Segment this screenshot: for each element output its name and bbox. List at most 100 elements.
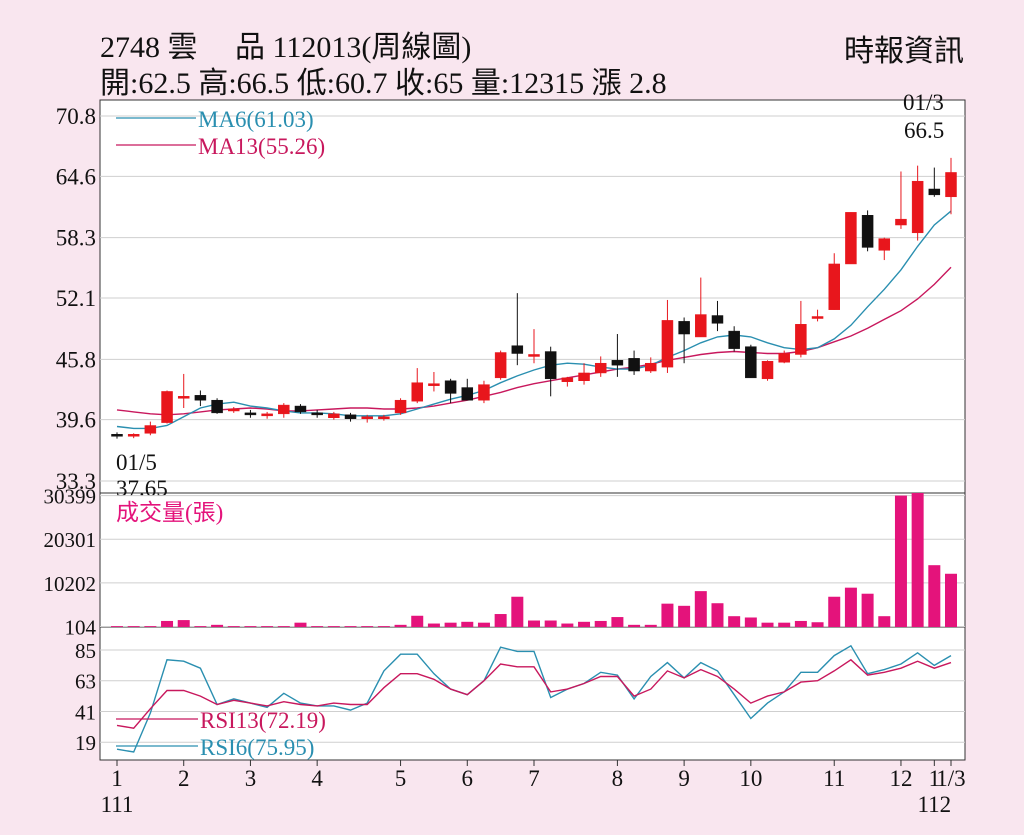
candle-body [194,395,207,401]
volume-bar [127,626,140,627]
rsi-tick-label: 63 [75,670,96,694]
x-tick-label: 1 [929,766,941,791]
volume-bar [928,565,941,627]
volume-bar [144,626,157,627]
candle-body [761,361,774,380]
x-tick-label: 11 [823,766,845,791]
candle-body [361,416,373,420]
candle-body [561,377,574,382]
candle-body [161,391,173,423]
candle-body [594,362,607,374]
candle-body [911,180,924,234]
volume-bar [794,620,807,627]
volume-bar [377,626,390,627]
candle-body [728,330,740,349]
candle-body [428,383,440,386]
candle-body [528,354,540,357]
rsi-tick-label: 19 [75,731,96,755]
candle-body [861,215,874,248]
volume-bar [427,623,440,627]
volume-bar [344,626,357,627]
volume-bar [694,591,707,627]
volume-bar [878,616,891,627]
ma-legend-label: MA6(61.03) [198,107,314,132]
candle-body [444,380,457,394]
volume-bar [111,626,123,627]
volume-bar [361,626,374,627]
volume-bar [594,620,607,627]
candle-body [895,218,907,226]
candle-body [494,352,507,379]
volume-bar [461,621,474,627]
x-tick-label: 6 [462,766,474,791]
candle-body [478,384,490,401]
volume-bar [411,615,424,627]
rsi-tick-label: 41 [75,700,96,724]
candle-body [328,413,340,418]
candle-body [945,172,957,198]
volume-bar [578,621,591,627]
volume-bar [528,620,540,627]
volume-bar [227,626,240,627]
x-tick-label: 3 [245,766,257,791]
volume-bar [844,587,857,627]
candle-body [177,396,190,399]
candle-body [645,362,657,372]
volume-bar [628,624,641,627]
volume-bar [477,622,490,627]
price-tick-label: 39.6 [56,408,96,433]
volume-bar [811,622,824,627]
price-tick-label: 58.3 [56,226,96,251]
volume-bar [444,622,457,627]
volume-title: 成交量(張) [116,500,223,525]
volume-bar [511,596,524,627]
candle-body [661,320,674,368]
x-tick-label: 2 [178,766,190,791]
rsi-legend-label: RSI13(72.19) [200,708,326,733]
high-annotation-value: 66.5 [904,118,944,143]
volume-bar [544,620,557,627]
volume-bar [277,626,290,627]
candle-body [628,358,640,372]
volume-bar [911,493,924,627]
candle-body [745,346,757,379]
volume-bar [894,495,907,627]
rsi-legend-label: RSI6(75.95) [200,735,314,760]
volume-bar [194,626,207,627]
rsi-tick-label: 85 [75,639,96,663]
high-annotation-date: 01/3 [903,90,944,115]
year-label: 111 [101,792,134,817]
volume-bar [661,603,674,627]
page-title: 2748 雲 品 112013(周線圖) [100,31,472,64]
candle-body [928,188,941,196]
candle-body [811,316,824,319]
volume-bar [945,573,957,627]
volume-bar [744,617,757,627]
volume-bar [494,614,507,627]
candle-body [544,351,557,380]
candle-body [461,387,474,401]
candle-body [111,434,123,437]
price-tick-label: 64.6 [56,164,96,189]
candle-body [261,413,273,417]
x-tick-label: 8 [612,766,624,791]
volume-bar [261,626,274,627]
candle-body [878,238,891,251]
year-label: 112 [917,792,951,817]
candle-body [228,408,240,412]
volume-bar [311,626,324,627]
volume-tick-label: 104 [65,616,97,640]
volume-bar [678,605,691,627]
candle-body [144,425,157,434]
x-tick-label: 12 [889,766,912,791]
volume-bar [394,624,407,627]
x-tick-label: 10 [739,766,762,791]
candle-body [311,412,323,416]
volume-bar [211,624,224,627]
volume-bar [728,616,741,627]
x-tick-label: 7 [528,766,540,791]
plot-area [99,99,966,761]
volume-bar [644,624,657,627]
low-annotation-value: 37.65 [116,476,168,501]
candle-body [611,360,624,366]
